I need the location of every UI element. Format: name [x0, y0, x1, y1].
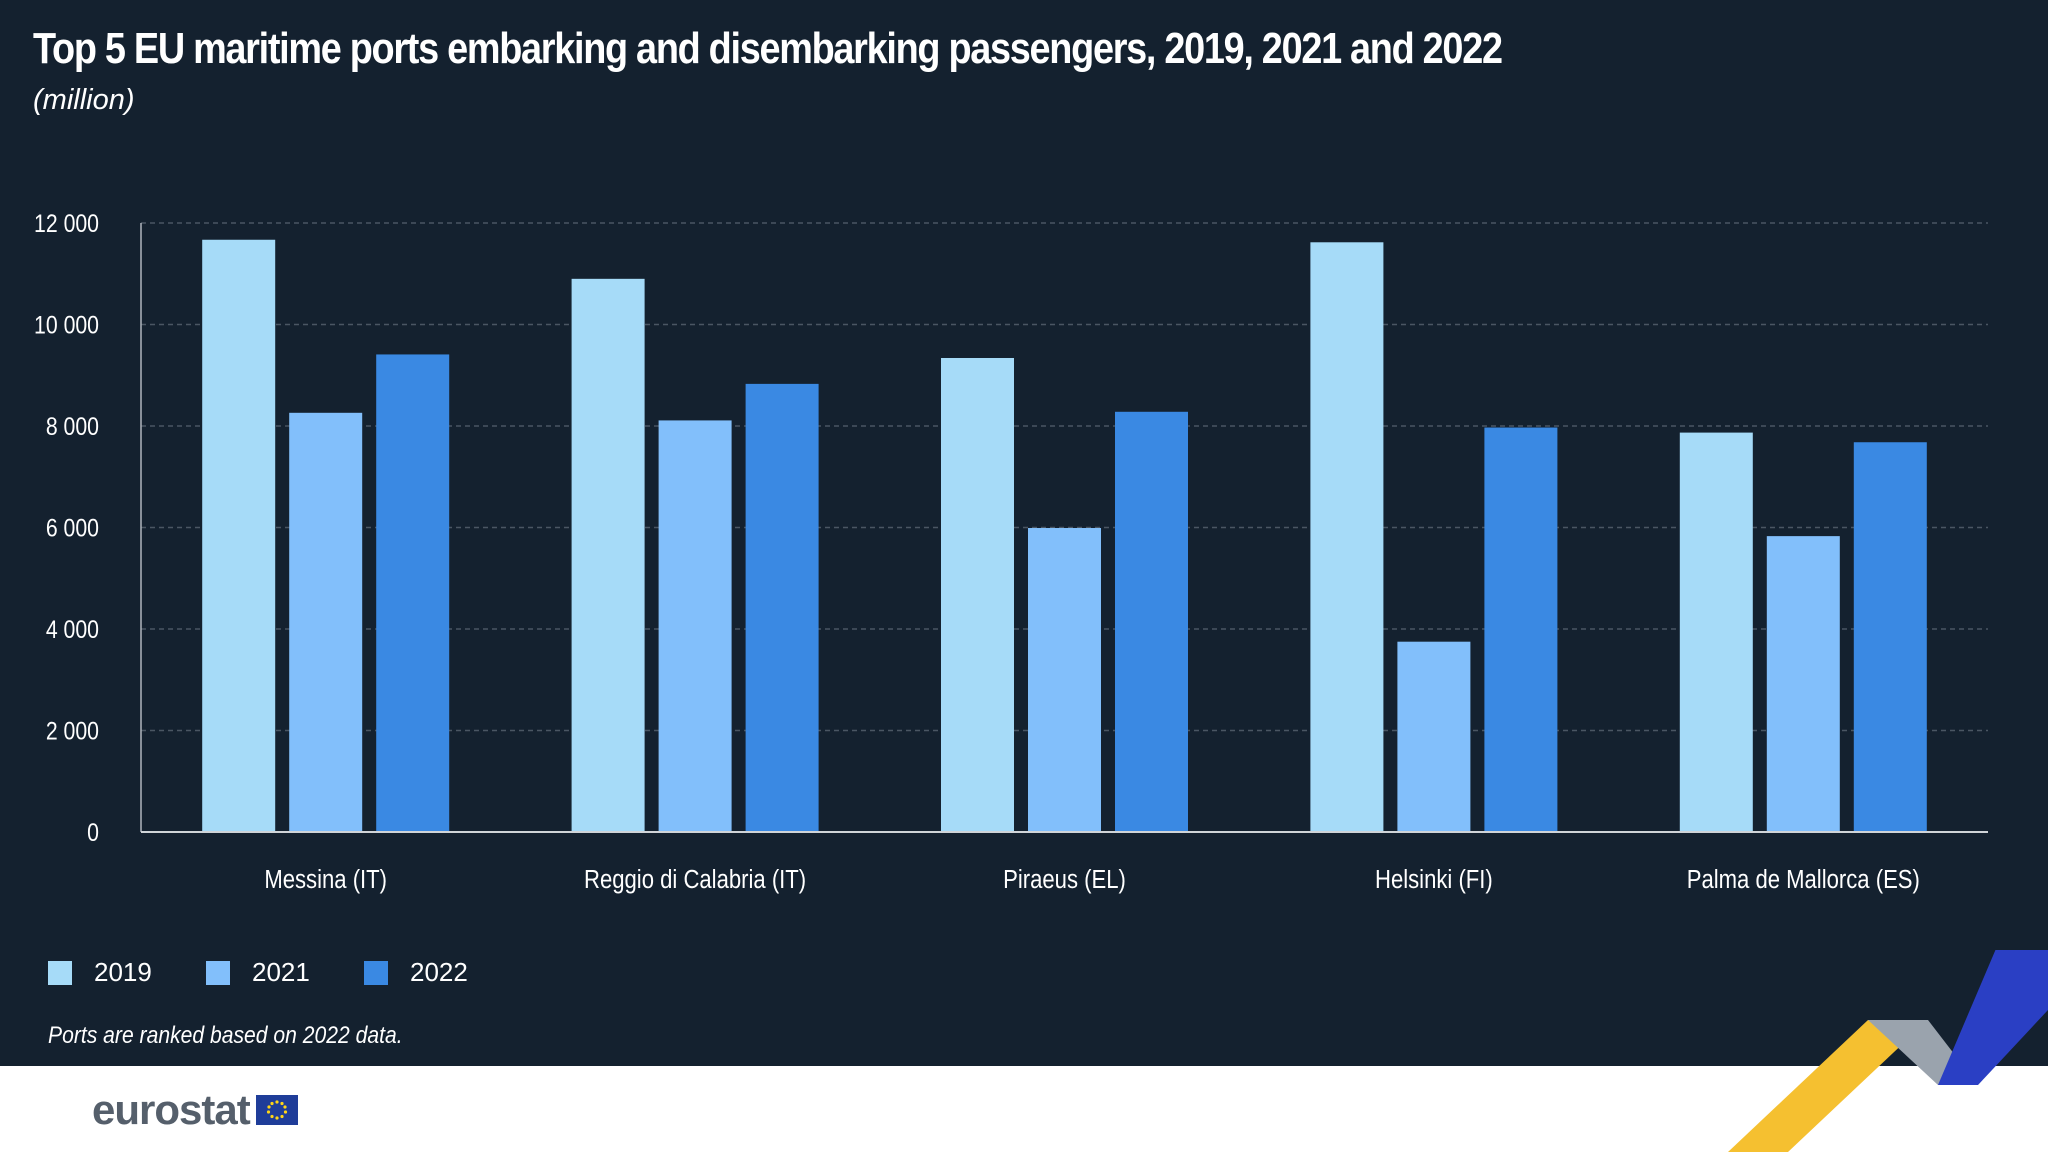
bar-chart: 0 2 000 4 000 6 000 8 000 10 000 12 000 Messina…: [34, 209, 1988, 894]
bar-2022: [1115, 411, 1188, 832]
footnote: Ports are ranked based on 2022 data.: [48, 1022, 403, 1049]
bar-2021: [1397, 641, 1471, 832]
bar-2021: [658, 420, 732, 832]
eurostat-logo: eurostat: [92, 1086, 298, 1134]
legend-label: 2022: [410, 957, 468, 987]
legend: 2019 2021 2022: [48, 957, 522, 988]
legend-item-2022: 2022: [364, 957, 522, 988]
legend-swatch: [48, 960, 72, 985]
legend-item-2019: 2019: [48, 957, 206, 988]
y-tick-label: 12 000: [34, 209, 99, 237]
bar-2019: [1310, 242, 1384, 832]
x-category-label: Helsinki (FI): [1375, 865, 1493, 894]
chart-title: Top 5 EU maritime ports embarking and di…: [33, 24, 1503, 73]
bar-2022: [1853, 442, 1927, 832]
bar-2021: [1028, 528, 1101, 832]
legend-label: 2021: [252, 957, 310, 987]
x-category-label: Reggio di Calabria (IT): [584, 865, 806, 894]
bar-2022: [376, 354, 450, 832]
bar-2021: [289, 412, 363, 832]
y-tick-label: 0: [87, 818, 99, 846]
x-category-label: Messina (IT): [264, 865, 387, 894]
legend-label: 2019: [94, 957, 152, 987]
y-tick-label: 6 000: [46, 514, 99, 542]
bar-2019: [941, 357, 1014, 832]
legend-swatch: [364, 960, 388, 985]
bar-2022: [745, 383, 819, 832]
logo-text: eurostat: [92, 1086, 251, 1133]
bar-2019: [202, 239, 276, 832]
bar-2022: [1484, 427, 1558, 832]
bar-2019: [1679, 432, 1753, 832]
bar-2021: [1766, 536, 1840, 832]
x-category-label: Palma de Mallorca (ES): [1687, 865, 1920, 894]
chart-subtitle: (million): [33, 84, 135, 116]
eu-flag-icon: [255, 1095, 298, 1125]
bar-2019: [571, 278, 645, 832]
y-tick-label: 10 000: [34, 311, 99, 339]
legend-swatch: [206, 960, 230, 985]
y-tick-label: 8 000: [46, 412, 99, 440]
x-category-label: Piraeus (EL): [1003, 865, 1126, 894]
y-tick-label: 2 000: [46, 717, 99, 745]
legend-item-2021: 2021: [206, 957, 364, 988]
decorative-stripes: [1728, 950, 2048, 1152]
y-tick-label: 4 000: [46, 615, 99, 643]
